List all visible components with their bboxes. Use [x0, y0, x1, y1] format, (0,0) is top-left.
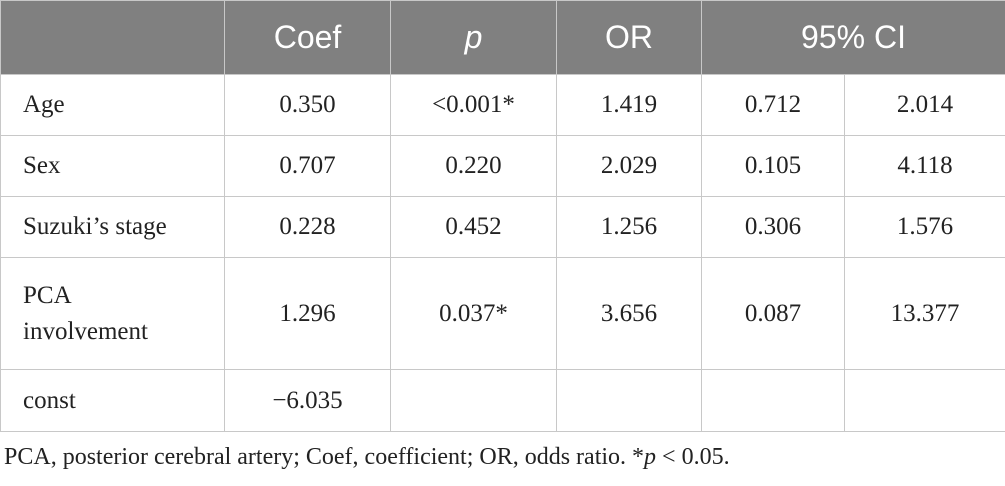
row-label: const [0, 369, 225, 432]
cell-or: 1.256 [556, 196, 702, 258]
table-footnote: PCA, posterior cerebral artery; Coef, co… [4, 444, 730, 471]
row-label-line2: involvement [23, 317, 148, 345]
table-row: PCA involvement 1.296 0.037* 3.656 0.087 … [0, 257, 1005, 370]
cell-coef: 0.350 [224, 74, 391, 136]
cell-coef: 1.296 [224, 257, 391, 370]
row-label: Sex [0, 135, 225, 197]
cell-coef: −6.035 [224, 369, 391, 432]
cell-or: 2.029 [556, 135, 702, 197]
results-table: Coef p OR 95% CI Age 0.350 <0.001* 1.419… [0, 0, 1005, 432]
table-row: Age 0.350 <0.001* 1.419 0.712 2.014 [0, 74, 1005, 136]
cell-or [556, 369, 702, 432]
header-confidence-interval: 95% CI [701, 0, 1005, 75]
footnote-p-symbol: p [644, 444, 657, 470]
cell-ci-high: 2.014 [844, 74, 1005, 136]
cell-p: 0.452 [390, 196, 557, 258]
table-row: Suzuki’s stage 0.228 0.452 1.256 0.306 1… [0, 196, 1005, 258]
cell-coef: 0.707 [224, 135, 391, 197]
header-odds-ratio: OR [556, 0, 702, 75]
row-label: Suzuki’s stage [0, 196, 225, 258]
cell-ci-high: 13.377 [844, 257, 1005, 370]
cell-or: 1.419 [556, 74, 702, 136]
footnote-text: PCA, posterior cerebral artery; Coef, co… [4, 444, 645, 470]
row-label-line1: PCA [23, 281, 72, 309]
cell-p: 0.037* [390, 257, 557, 370]
row-label: Age [0, 74, 225, 136]
cell-ci-low: 0.712 [701, 74, 845, 136]
cell-p [390, 369, 557, 432]
cell-ci-low [701, 369, 845, 432]
cell-p: 0.220 [390, 135, 557, 197]
footnote-threshold: < 0.05. [656, 444, 730, 470]
cell-p: <0.001* [390, 74, 557, 136]
cell-coef: 0.228 [224, 196, 391, 258]
cell-ci-high [844, 369, 1005, 432]
header-p-value: p [390, 0, 557, 75]
cell-ci-low: 0.105 [701, 135, 845, 197]
cell-ci-low: 0.306 [701, 196, 845, 258]
header-row: Coef p OR 95% CI [0, 0, 1005, 75]
row-label: PCA involvement [0, 257, 225, 370]
header-coef: Coef [224, 0, 391, 75]
cell-ci-high: 4.118 [844, 135, 1005, 197]
header-variable [0, 0, 225, 75]
cell-ci-low: 0.087 [701, 257, 845, 370]
cell-ci-high: 1.576 [844, 196, 1005, 258]
table-row: const −6.035 [0, 369, 1005, 432]
cell-or: 3.656 [556, 257, 702, 370]
table-row: Sex 0.707 0.220 2.029 0.105 4.118 [0, 135, 1005, 197]
